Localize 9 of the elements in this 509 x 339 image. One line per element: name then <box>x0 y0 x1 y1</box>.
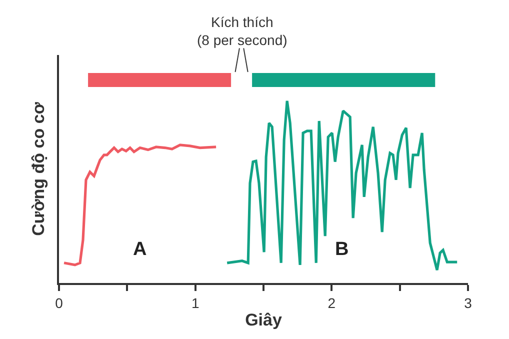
x-axis-title: Giây <box>245 310 282 330</box>
x-tick-label: 3 <box>464 294 472 311</box>
x-tick-label: 0 <box>55 294 64 311</box>
text: Kích thích (8 per second) <box>197 14 288 48</box>
x-tick-label: 2 <box>328 294 336 311</box>
y-axis-title: Cường độ co cơ <box>29 101 48 236</box>
series-label: B <box>335 239 349 260</box>
x-tick-label: 1 <box>191 294 200 311</box>
text: A <box>133 239 147 260</box>
